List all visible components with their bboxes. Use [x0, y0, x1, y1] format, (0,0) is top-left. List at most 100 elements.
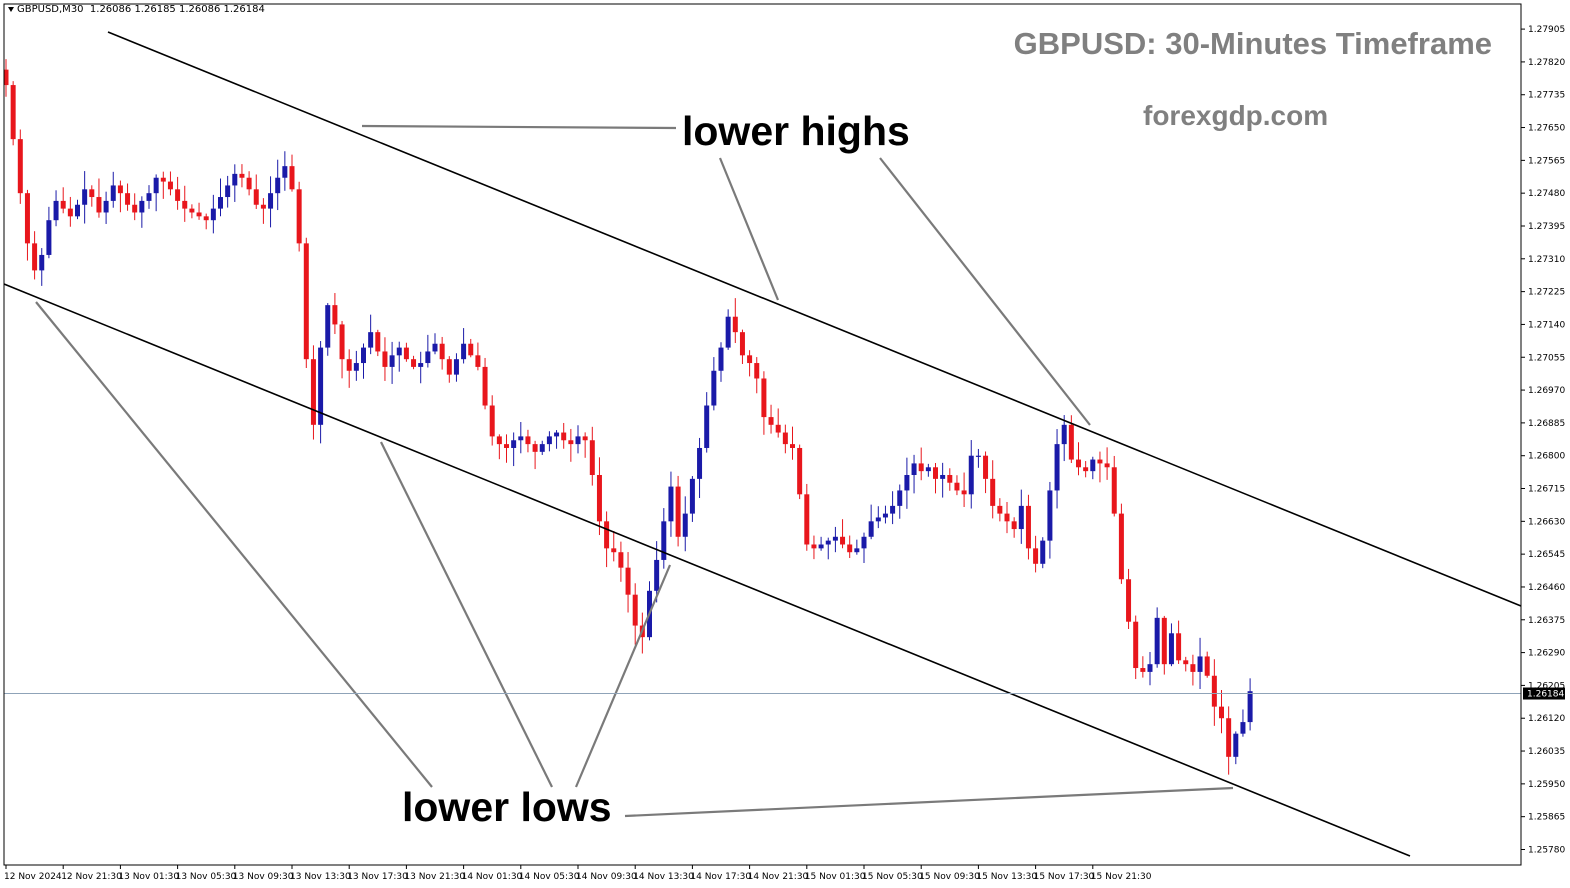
candle-body	[439, 343, 445, 360]
y-tick-label: 1.27565	[1528, 156, 1565, 166]
candle-body	[818, 544, 824, 549]
candle-body	[697, 447, 703, 479]
candle-body	[1140, 668, 1146, 672]
candle-body	[153, 177, 159, 194]
candle-body	[310, 359, 316, 425]
candle-body	[160, 177, 166, 182]
candle-body	[1183, 660, 1189, 665]
x-tick-label: 12 Nov 2024	[4, 872, 62, 882]
candle-body	[711, 370, 717, 406]
y-tick-label: 1.26205	[1528, 681, 1565, 691]
symbol-label: GBPUSD,M30	[17, 4, 84, 15]
y-tick-label: 1.25865	[1528, 813, 1565, 823]
candle-body	[618, 552, 624, 568]
candle-body	[1097, 459, 1103, 464]
pointer-lower-low-1	[35, 301, 433, 788]
candle-body	[361, 347, 366, 364]
pointer-lower-low-3	[574, 564, 672, 788]
candle-body	[904, 475, 910, 491]
candle-body	[532, 444, 538, 452]
candle-body	[32, 243, 38, 271]
candle-body	[654, 559, 660, 591]
y-tick-label: 1.27820	[1528, 58, 1565, 68]
candle-body	[75, 204, 80, 217]
candle-body	[1247, 691, 1253, 723]
candle-body	[1176, 633, 1182, 661]
candle-body	[1054, 444, 1060, 491]
candle-body	[568, 440, 574, 445]
x-tick-label: 13 Nov 09:30	[233, 872, 294, 882]
candle-body	[539, 444, 545, 452]
annotation-pointers-layer	[35, 124, 1234, 818]
candle-body	[296, 189, 302, 244]
candle-body	[596, 475, 602, 522]
candle-body	[832, 536, 838, 541]
candle-body	[432, 343, 438, 352]
candle-body	[975, 455, 981, 457]
x-tick-label: 14 Nov 09:30	[576, 872, 637, 882]
candle-body	[24, 193, 30, 244]
candles-layer	[3, 59, 1253, 775]
upper-channel-line	[107, 31, 1522, 607]
candle-body	[961, 490, 967, 495]
candle-body	[954, 482, 960, 491]
x-tick-label: 15 Nov 13:30	[976, 872, 1037, 882]
candle-body	[189, 208, 195, 213]
candle-body	[96, 197, 102, 213]
x-tick-label: 15 Nov 21:30	[1091, 872, 1152, 882]
candle-body	[103, 200, 109, 213]
candle-body	[561, 432, 567, 441]
y-tick-label: 1.25780	[1528, 845, 1565, 855]
x-tick-label: 13 Nov 01:30	[118, 872, 179, 882]
candle-body	[1211, 675, 1217, 707]
y-tick-label: 1.27225	[1528, 288, 1565, 298]
candle-body	[1161, 617, 1167, 665]
candle-body	[1025, 505, 1031, 549]
y-tick-label: 1.27735	[1528, 91, 1565, 101]
candle-body	[325, 305, 331, 348]
candle-body	[589, 440, 595, 476]
candle-body	[3, 69, 9, 86]
candle-body	[718, 347, 724, 371]
candle-body	[268, 193, 274, 209]
chart-title: GBPUSD: 30-Minutes Timeframe	[1013, 26, 1492, 61]
y-tick-label: 1.26800	[1528, 452, 1565, 462]
x-tick-label: 15 Nov 05:30	[862, 872, 923, 882]
x-tick-label: 14 Nov 05:30	[519, 872, 580, 882]
candle-body	[110, 185, 116, 201]
candle-body	[1104, 463, 1110, 468]
lower-lows-label: lower lows	[402, 784, 612, 830]
candle-body	[525, 436, 531, 445]
candle-body	[453, 359, 459, 375]
x-tick-label: 15 Nov 01:30	[805, 872, 866, 882]
x-tick-label: 13 Nov 21:30	[404, 872, 465, 882]
y-tick-label: 1.27055	[1528, 353, 1565, 363]
candle-body	[1068, 424, 1074, 460]
candle-body	[725, 316, 731, 348]
candle-body	[53, 200, 59, 221]
pointer-lower-high-3	[879, 157, 1091, 426]
candle-body	[611, 548, 617, 553]
candle-body	[511, 440, 517, 448]
candle-body	[632, 594, 638, 626]
watermark: forexgdp.com	[1143, 100, 1329, 131]
candle-body	[840, 536, 846, 545]
candle-body	[260, 204, 266, 209]
candle-body	[689, 478, 695, 514]
candle-body	[1033, 548, 1039, 564]
menu-triangle-icon[interactable]	[8, 6, 14, 12]
candle-body	[117, 185, 123, 194]
candle-body	[368, 332, 374, 348]
candle-body	[1240, 722, 1246, 734]
candle-body	[1133, 621, 1139, 669]
candle-body	[1126, 579, 1132, 622]
candle-body	[446, 359, 452, 375]
candle-body	[1219, 706, 1224, 719]
candle-body	[382, 351, 388, 367]
candle-body	[253, 189, 259, 205]
y-tick-label: 1.26630	[1528, 517, 1565, 527]
candle-body	[790, 444, 795, 448]
y-tick-label: 1.26885	[1528, 419, 1565, 429]
